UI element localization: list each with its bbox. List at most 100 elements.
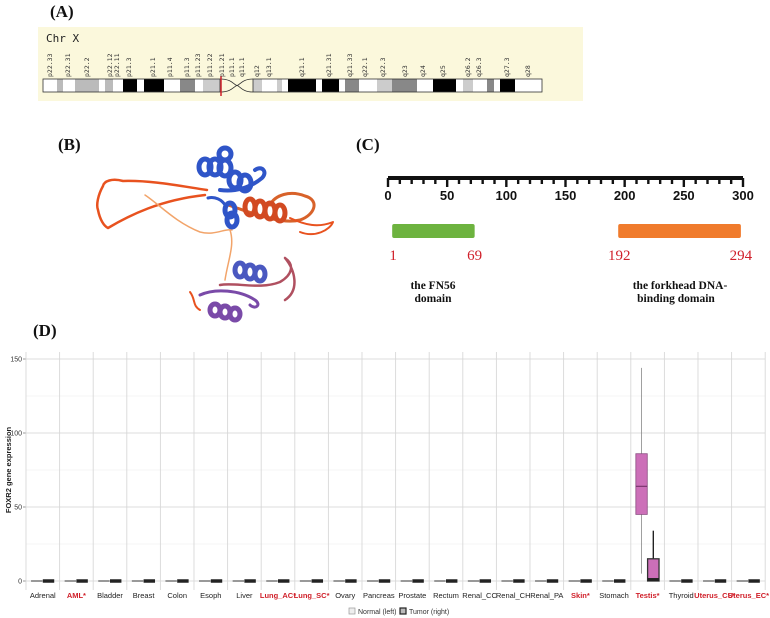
band-label: p22.2 <box>83 57 91 77</box>
chromosome-band <box>282 79 288 92</box>
protein-structure-image <box>95 145 334 323</box>
normal-box <box>635 453 648 515</box>
band-label: q21.1 <box>298 57 306 77</box>
ruler-tick <box>528 178 532 184</box>
domain-diagram: the FN56 domain the forkhead DNA- bindin… <box>384 176 754 305</box>
chromosome-band <box>463 79 473 92</box>
ruler-tick <box>422 178 425 184</box>
chromosome-band <box>433 79 456 92</box>
band-label: q26.3 <box>475 57 483 77</box>
linker <box>224 229 233 281</box>
chromosome-band <box>164 79 180 92</box>
band-label: q27.3 <box>503 57 511 77</box>
ruler-tick-label: 200 <box>614 188 636 203</box>
chromosome-ideogram: p22.33 p22.31 p22.2 p22.12 p22.11 p21.3 p21.1 p… <box>42 53 543 96</box>
legend-label-normal: Normal (left) <box>358 609 397 616</box>
domain-start-label: 192 <box>608 248 631 264</box>
ruler-tick <box>682 178 686 187</box>
category-label: Colon <box>167 591 187 600</box>
chromosome-band <box>253 79 262 92</box>
ruler-tick-label: 0 <box>384 188 391 203</box>
y-tick-label: 0 <box>18 579 22 586</box>
domain-end-label: 294 <box>730 248 753 264</box>
category-label: Lung_AC* <box>260 591 296 600</box>
disordered-linker <box>144 194 233 234</box>
band-label: p11.23 <box>194 53 202 77</box>
category-label: Lung_SC* <box>294 591 330 600</box>
ruler-tick <box>741 178 745 187</box>
ruler-tick <box>457 178 461 184</box>
ruler-tick-label: 100 <box>495 188 517 203</box>
ruler-tick-label: 50 <box>440 188 454 203</box>
legend-label-tumor: Tumor (right) <box>409 609 449 616</box>
category-label: Breast <box>133 591 156 600</box>
ruler-tick <box>481 178 484 184</box>
category-label: Uterus_CS* <box>694 591 735 600</box>
domain-2-name-line1: the forkhead DNA- <box>633 280 728 292</box>
category-label: Ovary <box>335 591 355 600</box>
chromosome-band <box>473 79 487 92</box>
ruler-tick <box>623 178 626 187</box>
legend-swatch-normal <box>348 607 356 615</box>
y-tick-label: 50 <box>14 505 22 512</box>
ruler-tick <box>505 178 508 187</box>
band-label: q21.33 <box>346 53 354 77</box>
band-label: q26.2 <box>464 57 472 77</box>
ruler-tick <box>694 178 697 184</box>
ruler-tick <box>587 178 591 184</box>
band-label: q25 <box>439 65 447 77</box>
centromere <box>219 78 254 93</box>
ruler-tick-label: 150 <box>555 188 577 203</box>
category-label: Thyroid <box>669 591 694 600</box>
chromosome-band <box>277 79 282 92</box>
panel-label-c: (C) <box>356 135 380 154</box>
category-label: Adrenal <box>30 591 56 600</box>
panel-label-b: (B) <box>58 135 81 154</box>
ruler-tick <box>670 178 674 184</box>
chromosome-band <box>105 79 113 92</box>
category-label: Renal_CH <box>496 591 531 600</box>
orange-tail <box>289 217 334 236</box>
ruler-tick <box>647 178 650 184</box>
band-label: p11.21 <box>218 53 226 77</box>
band-label: p11.1 <box>228 57 236 77</box>
domain-start-label: 1 <box>389 248 397 264</box>
chromosome-band <box>262 79 277 92</box>
ruler-tick <box>706 178 709 184</box>
category-label: Rectum <box>433 591 459 600</box>
category-label: Skin* <box>571 591 590 600</box>
category-label: AML* <box>67 591 86 600</box>
ruler-tick <box>516 178 520 184</box>
chromosome-band <box>359 79 377 92</box>
chromosome-band <box>144 79 164 92</box>
chromosome-band <box>322 79 339 92</box>
domain-end-label: 69 <box>467 248 482 264</box>
ruler-tick <box>658 178 662 184</box>
category-label: Liver <box>236 591 253 600</box>
band-label: p22.33 <box>46 53 54 77</box>
category-label: Esoph <box>200 591 221 600</box>
chromosome-band <box>137 79 144 92</box>
tumor-box <box>646 558 660 582</box>
ruler-tick <box>445 178 449 187</box>
band-label: q22.1 <box>361 57 369 77</box>
band-label: q24 <box>419 65 427 77</box>
ruler-tick-label: 250 <box>673 188 695 203</box>
y-tick-label: 100 <box>10 431 22 438</box>
chromosome-band <box>180 79 195 92</box>
ruler-tick <box>718 178 721 184</box>
ruler-tick <box>564 178 567 187</box>
band-label: q11.1 <box>238 57 246 77</box>
chromosome-band <box>123 79 137 92</box>
chromosome-band <box>43 79 57 92</box>
domain-2-name-line2: binding domain <box>637 293 715 305</box>
panel-label-a: (A) <box>50 2 74 21</box>
domain-bar <box>392 224 475 238</box>
band-label: p21.1 <box>149 57 157 77</box>
chromosome-band <box>500 79 515 92</box>
panel-label-d: (D) <box>33 321 57 340</box>
chromosome-band <box>339 79 345 92</box>
ruler-tick-label: 300 <box>732 188 754 203</box>
chromosome-band <box>494 79 500 92</box>
band-label: q12 <box>253 65 261 77</box>
